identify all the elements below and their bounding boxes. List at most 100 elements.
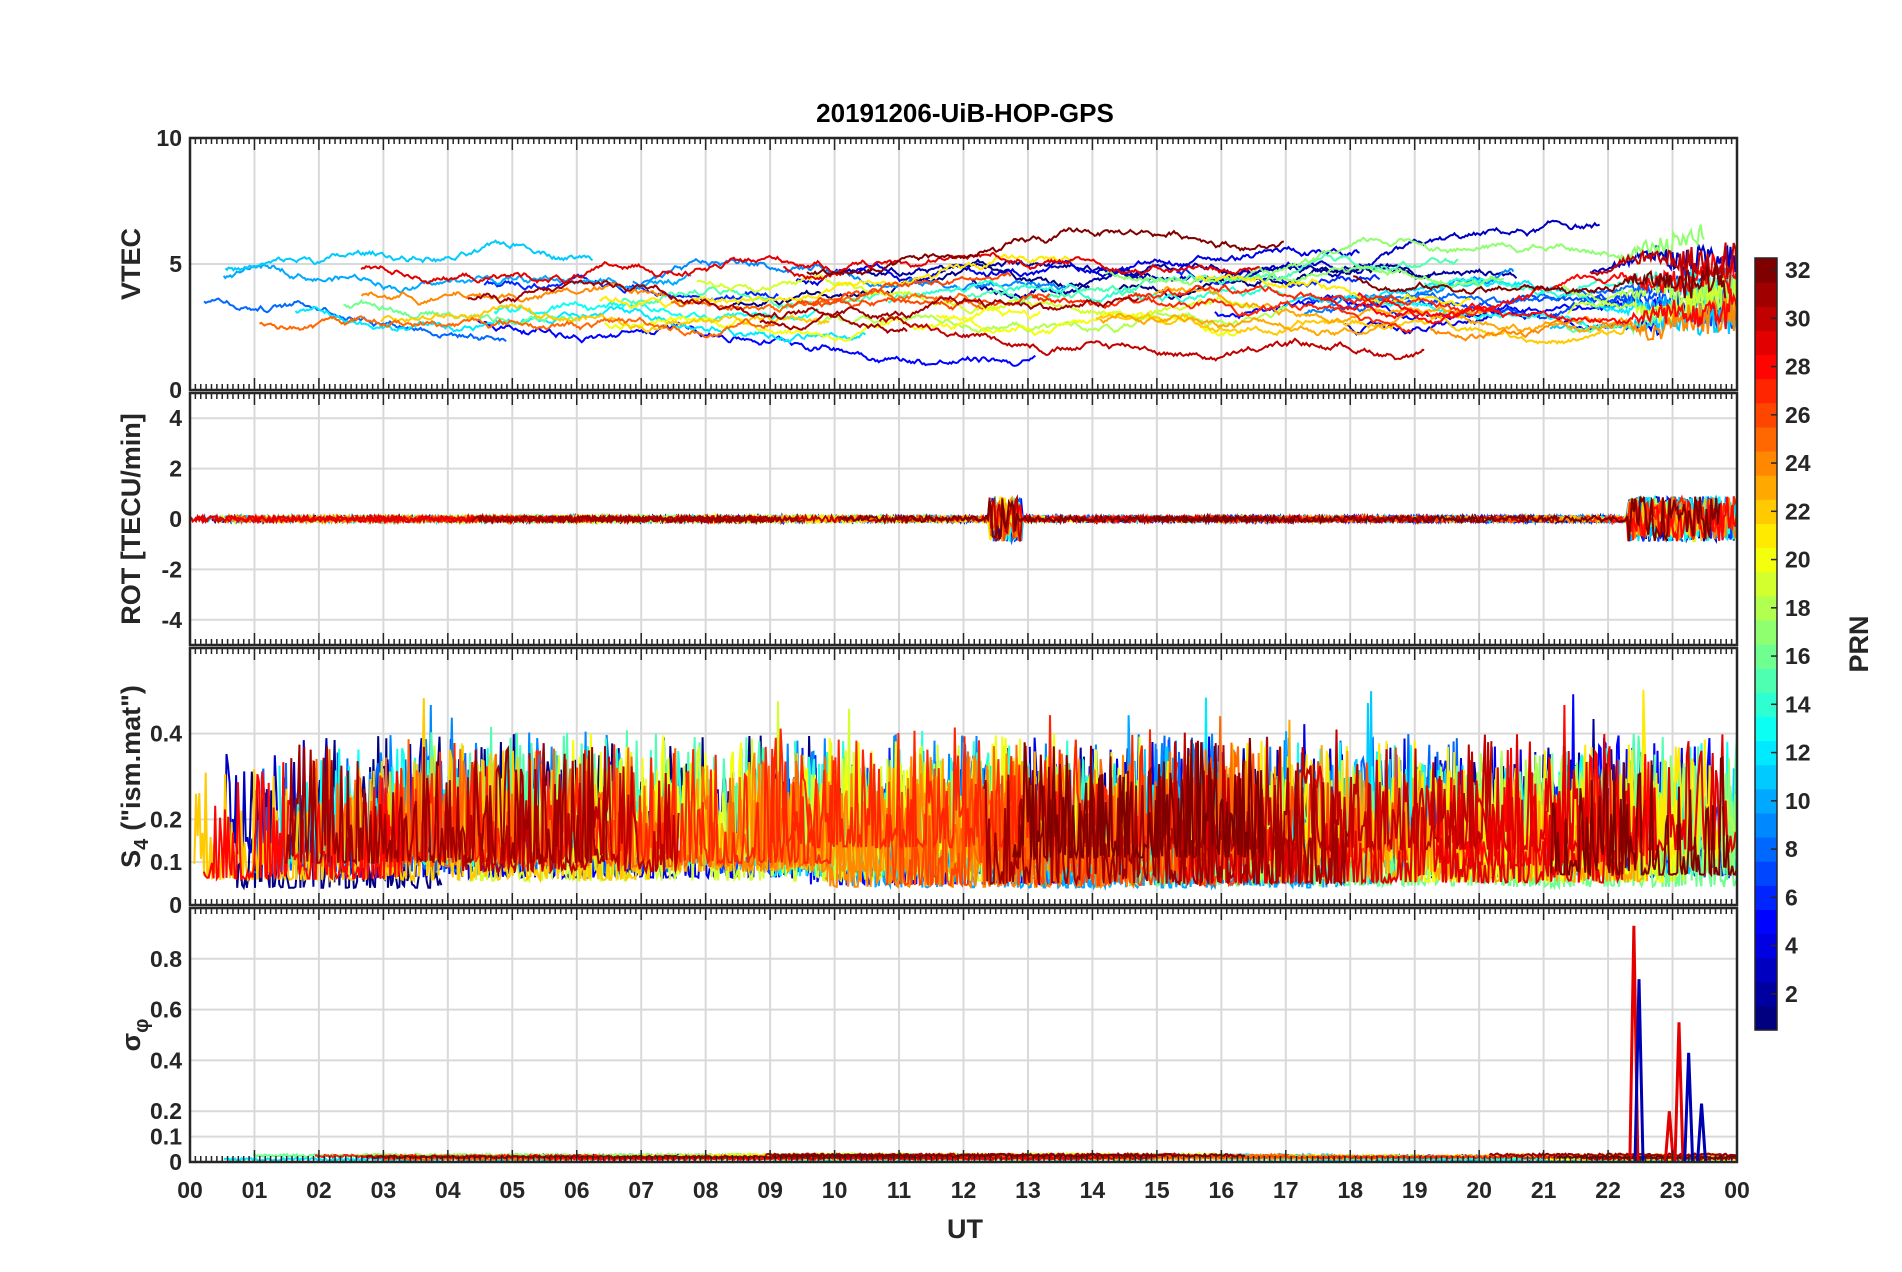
colorbar-tick-label: 24: [1785, 450, 1811, 476]
colorbar-segment: [1755, 402, 1777, 428]
colorbar-segment: [1755, 644, 1777, 669]
colorbar-tick-label: 32: [1785, 257, 1811, 283]
colorbar-segment: [1755, 692, 1777, 717]
prn-24-trace: [360, 282, 667, 306]
colorbar-segment: [1755, 258, 1777, 283]
x-tick-label: 03: [371, 1177, 397, 1203]
colorbar-segment: [1755, 1005, 1777, 1031]
prn-30-trace: [1131, 512, 1561, 525]
x-tick-label: 23: [1660, 1177, 1686, 1203]
panel-sigma_phi: 00.10.2 0.4 0.6 0.8 σφ: [116, 906, 1739, 1175]
sigma-spike: [1673, 1022, 1685, 1162]
prn-30-trace: [460, 753, 680, 876]
x-tick-label: 06: [564, 1177, 590, 1203]
y-tick-label: 0.4: [150, 721, 182, 747]
colorbar-segment: [1755, 378, 1777, 404]
colorbar-tick-label: 14: [1785, 691, 1811, 717]
x-tick-label: 12: [951, 1177, 977, 1203]
colorbar-segment: [1755, 619, 1777, 645]
colorbar-segment: [1755, 571, 1777, 597]
colorbar-tick-label: 8: [1785, 836, 1798, 862]
y-axis-label: σφ: [116, 1019, 153, 1052]
y-tick-label: -4: [162, 607, 183, 633]
prn-4-trace: [795, 245, 1360, 287]
x-tick-label: 20: [1466, 1177, 1492, 1203]
colorbar-tick-label: 26: [1785, 402, 1811, 428]
panel-s4: 0 0.1 0.2 0.4S4("ism.mat"): [116, 646, 1739, 918]
sigma-spike: [1683, 1052, 1695, 1162]
y-tick-label: 0: [169, 1149, 182, 1175]
prn-15-trace: [966, 253, 1459, 305]
prn-29-trace: [783, 251, 1260, 281]
prn-21-trace: [599, 253, 1074, 310]
colorbar-segment: [1755, 499, 1777, 524]
colorbar-tick-label: 28: [1785, 354, 1811, 380]
prn-27-trace: [1127, 283, 1499, 317]
prn-20-trace: [604, 306, 1041, 342]
y-tick-label: 4: [169, 405, 182, 431]
colorbar-frame: [1754, 257, 1778, 1031]
prn-22-trace: [1095, 311, 1627, 346]
sigma-spike: [1696, 1103, 1708, 1162]
prn-19-trace: [696, 274, 1258, 321]
colorbar-tick-label: 20: [1785, 547, 1811, 573]
prn-23-trace: [1259, 719, 1649, 885]
x-tick-label: 00: [177, 1177, 203, 1203]
colorbar-tick-label: 12: [1785, 740, 1811, 766]
y-tick-label: -2: [162, 556, 182, 582]
colorbar-segment: [1755, 716, 1777, 742]
prn-13-trace: [493, 300, 819, 322]
colorbar-tick-label: 30: [1785, 305, 1811, 331]
prn-32-trace: [806, 227, 1284, 276]
prn-31-trace: [284, 743, 608, 866]
colorbar-segment: [1755, 523, 1777, 549]
y-tick-label: 0.8: [150, 946, 182, 972]
x-tick-label: 07: [628, 1177, 654, 1203]
y-tick-label: 2: [169, 456, 182, 482]
x-tick-label: 08: [693, 1177, 719, 1203]
prn-11-trace: [224, 239, 594, 272]
x-tick-label: 14: [1080, 1177, 1106, 1203]
x-tick-label: 15: [1144, 1177, 1170, 1203]
prn-21-trace: [1195, 273, 1472, 307]
y-tick-label: 0: [169, 506, 182, 532]
prn-23-trace: [1099, 307, 1492, 337]
colorbar-segment: [1755, 595, 1777, 621]
colorbar-tick-label: 22: [1785, 498, 1811, 524]
y-tick-label: 0: [169, 892, 182, 918]
prn-10-trace: [222, 263, 692, 294]
colorbar-segment: [1755, 909, 1777, 935]
prn-31-trace: [477, 512, 804, 525]
y-axis-label: ROT [TECU/min]: [116, 413, 146, 624]
prn-26-trace: [812, 271, 1012, 306]
colorbar-segment: [1755, 861, 1777, 886]
prn-31-trace: [467, 279, 908, 334]
colorbar-segment: [1755, 788, 1777, 814]
prn-32-trace: [1550, 755, 1737, 878]
prn-2-trace: [839, 259, 1152, 279]
prn-29-trace: [360, 254, 844, 285]
colorbar-segment: [1755, 451, 1777, 476]
prn-30-trace: [1589, 242, 1737, 279]
colorbar-tick-label: 4: [1785, 933, 1798, 959]
x-tick-label: 11: [887, 1177, 912, 1203]
x-tick-label: 10: [822, 1177, 848, 1203]
y-tick-label: 0: [169, 377, 182, 403]
prn-18-trace: [1413, 750, 1737, 873]
prn-32-trace: [1556, 1154, 1737, 1160]
prn-5-trace: [476, 319, 1036, 367]
series-group: [190, 494, 1737, 546]
x-axis-label: UT: [947, 1214, 983, 1244]
x-tick-label: 09: [757, 1177, 783, 1203]
prn-32-trace: [1353, 262, 1727, 299]
series-group: [203, 219, 1737, 367]
prn-9-trace: [1303, 267, 1515, 315]
x-tick-label: 21: [1531, 1177, 1557, 1203]
colorbar-tick-label: 10: [1785, 788, 1811, 814]
y-tick-label: 0.2: [150, 806, 182, 832]
colorbar-segment: [1755, 547, 1777, 573]
y-axis-label: VTEC: [116, 228, 146, 300]
